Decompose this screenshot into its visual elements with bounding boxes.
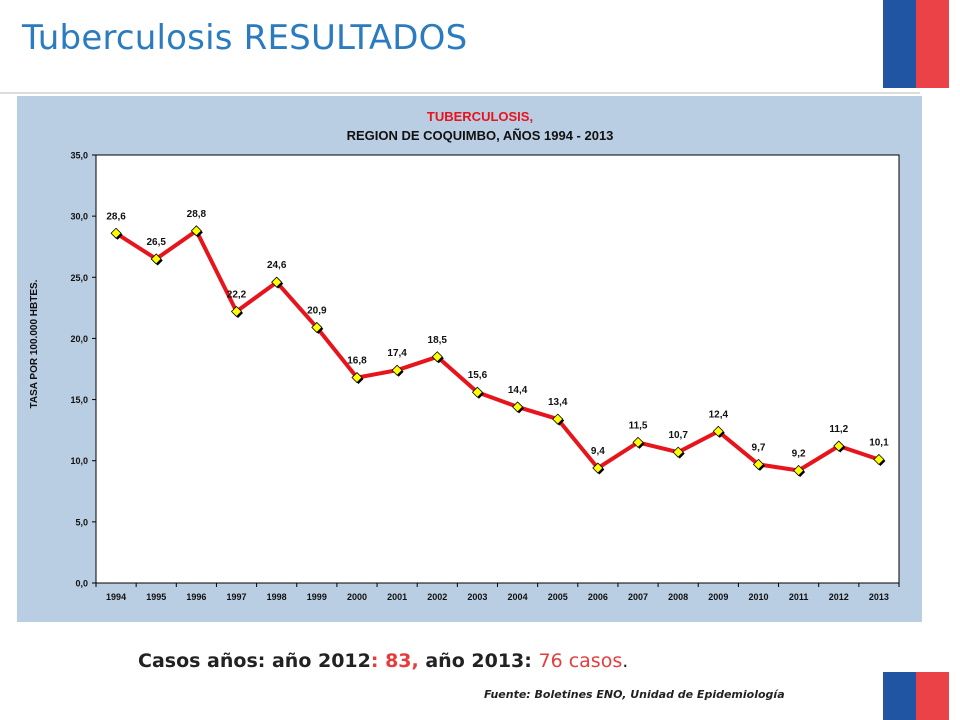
x-tick-label: 1997	[227, 592, 247, 602]
x-tick-label: 2011	[789, 592, 809, 602]
x-tick-label: 2003	[467, 592, 487, 602]
flag-blue-stripe	[883, 0, 916, 88]
data-label: 9,4	[591, 446, 605, 457]
data-point	[752, 458, 765, 470]
data-point	[271, 276, 283, 288]
data-point	[391, 364, 403, 376]
y-tick-label: 5,0	[75, 517, 88, 527]
data-label: 17,4	[387, 348, 407, 359]
cases-text-end: .	[622, 650, 629, 672]
data-point	[712, 425, 724, 437]
data-label: 10,1	[869, 437, 889, 448]
data-point	[351, 371, 363, 384]
data-label: 16,8	[347, 356, 367, 367]
cases-2013-value: 76 casos	[538, 650, 623, 672]
data-label: 9,7	[752, 442, 766, 453]
series-line	[114, 228, 881, 473]
data-label: 10,7	[668, 430, 688, 441]
data-point	[431, 351, 443, 363]
data-label: 18,5	[428, 335, 448, 346]
flag-red-stripe	[916, 0, 949, 88]
data-point	[592, 462, 604, 474]
flag-blue-stripe	[883, 672, 916, 720]
page-title: Tuberculosis RESULTADOS	[22, 18, 468, 58]
title-divider	[0, 92, 920, 94]
y-tick-label: 35,0	[70, 151, 88, 161]
y-tick-label: 10,0	[70, 456, 88, 466]
x-tick-label: 2010	[748, 592, 768, 602]
x-tick-label: 1994	[106, 592, 126, 602]
x-tick-label: 2002	[427, 592, 447, 602]
x-tick-label: 2008	[668, 592, 688, 602]
data-point	[672, 446, 684, 458]
data-point	[110, 227, 122, 239]
data-label: 26,5	[146, 237, 166, 248]
x-tick-label: 2006	[588, 592, 608, 602]
source-note: Fuente: Boletines ENO, Unidad de Epidemi…	[484, 688, 785, 701]
x-tick-label: 1995	[146, 592, 166, 602]
chile-flag-stripes-top	[883, 0, 949, 88]
x-axis: 1994 1995 1996 1997 1998 1999 2000 2001 2002 2003…	[95, 583, 900, 602]
y-tick-label: 30,0	[70, 212, 88, 222]
data-point	[230, 305, 243, 318]
data-label: 20,9	[307, 305, 327, 316]
x-tick-label: 2001	[387, 592, 407, 602]
data-point	[552, 413, 564, 425]
x-tick-label: 2000	[347, 592, 367, 602]
chart-title: TUBERCULOSIS,	[427, 109, 533, 124]
x-tick-label: 2013	[869, 592, 889, 602]
x-tick-label: 1999	[307, 592, 327, 602]
x-tick-label: 2009	[708, 592, 728, 602]
data-point	[833, 440, 845, 452]
data-label: 28,8	[187, 209, 207, 220]
flag-red-stripe	[916, 672, 949, 720]
data-point	[150, 253, 162, 265]
data-label: 24,6	[267, 260, 287, 271]
data-label: 14,4	[508, 385, 528, 396]
data-label: 11,2	[829, 424, 848, 435]
y-axis: 0,0 5,0 10,0 15,0 20,0 25,0 30,0 35,0	[70, 151, 96, 589]
chart-subtitle: REGION DE COQUIMBO, AÑOS 1994 - 2013	[347, 128, 614, 143]
data-point	[471, 386, 483, 398]
cases-summary: Casos años: año 2012: 83, año 2013: 76 c…	[138, 650, 628, 672]
data-point	[793, 464, 805, 477]
y-tick-label: 15,0	[70, 395, 88, 405]
x-tick-label: 2012	[829, 592, 849, 602]
data-label: 15,6	[468, 370, 488, 381]
data-label: 9,2	[792, 448, 806, 459]
cases-2012-value: : 83,	[370, 650, 419, 672]
line-chart: TUBERCULOSIS, REGION DE COQUIMBO, AÑOS 1…	[17, 96, 922, 622]
x-tick-label: 1998	[267, 592, 287, 602]
x-tick-label: 2007	[628, 592, 648, 602]
data-point	[873, 453, 885, 466]
data-label: 22,2	[227, 290, 247, 301]
data-label: 11,5	[629, 420, 648, 431]
data-label: 28,6	[106, 211, 126, 222]
cases-text-middle: año 2013:	[418, 650, 539, 672]
chart-panel: TUBERCULOSIS, REGION DE COQUIMBO, AÑOS 1…	[17, 96, 922, 622]
data-point	[190, 225, 202, 237]
x-tick-label: 2005	[548, 592, 568, 602]
y-tick-label: 25,0	[70, 273, 88, 283]
data-point	[512, 401, 524, 413]
y-tick-label: 20,0	[70, 334, 88, 344]
plot-area	[95, 154, 900, 584]
data-point	[632, 436, 644, 448]
data-label: 13,4	[548, 397, 568, 408]
x-tick-label: 1996	[186, 592, 206, 602]
y-axis-title: TASA POR 100.000 HBTES.	[29, 279, 40, 408]
y-tick-label: 0,0	[75, 579, 88, 589]
x-tick-label: 2004	[508, 592, 528, 602]
chile-flag-stripes-bottom	[883, 672, 949, 720]
data-label: 12,4	[709, 409, 729, 420]
series-layer: 28,6 26,5 28,8 22,2 24,6 20,9 16,8 17,4 18,5 15,6…	[106, 209, 889, 477]
data-point	[311, 321, 323, 333]
cases-text-prefix: Casos años: año 2012	[138, 650, 371, 672]
